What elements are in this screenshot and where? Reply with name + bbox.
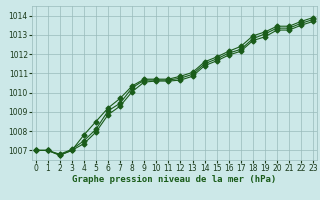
X-axis label: Graphe pression niveau de la mer (hPa): Graphe pression niveau de la mer (hPa) [72,175,276,184]
